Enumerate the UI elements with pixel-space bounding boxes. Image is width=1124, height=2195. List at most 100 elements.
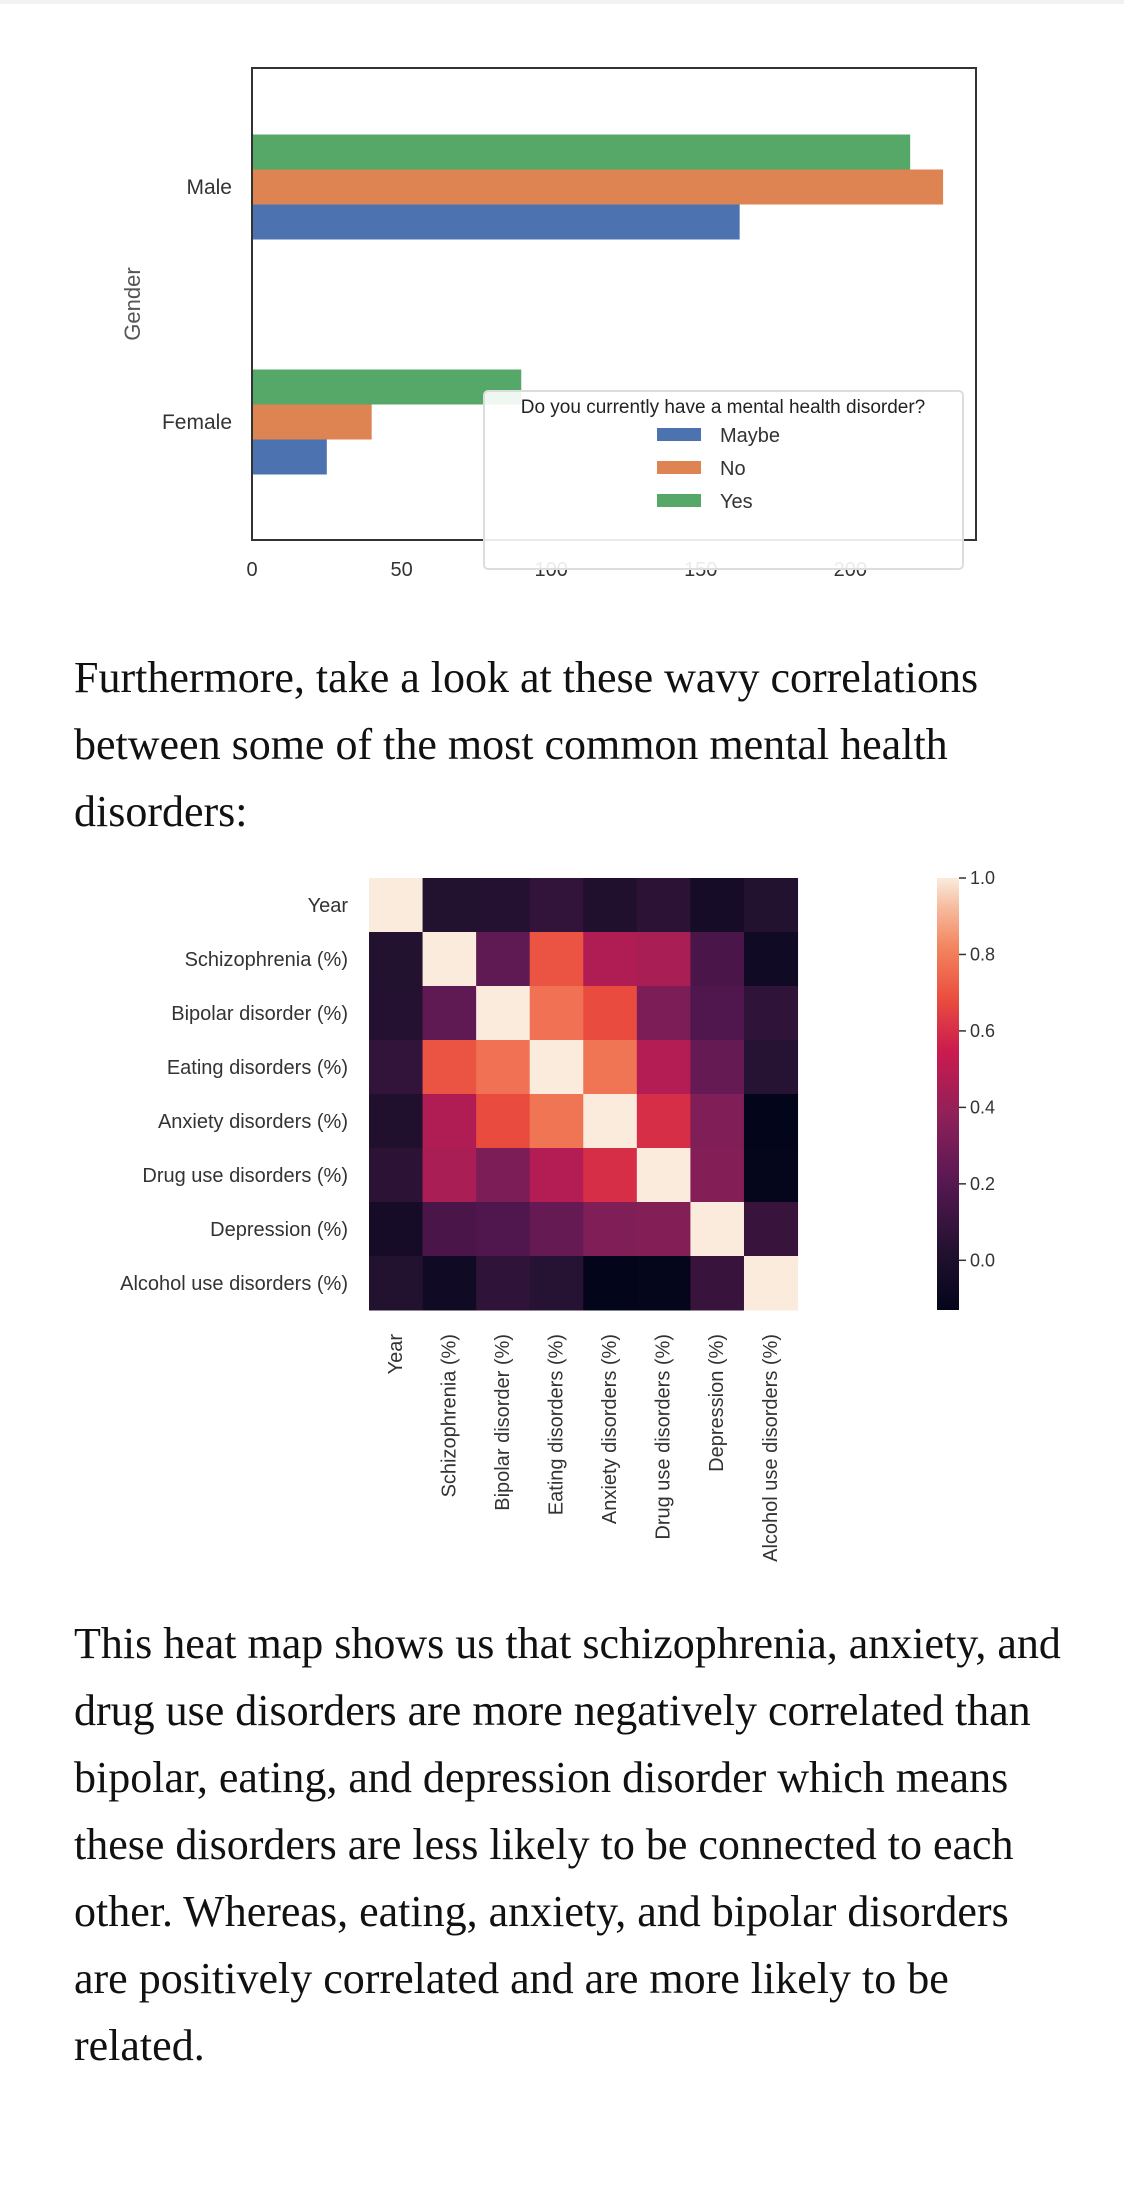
heatmap-cell [583,1094,638,1149]
heatmap-cell [743,1094,799,1149]
paragraph-intro: Furthermore, take a look at these wavy c… [74,653,979,836]
heatmap-cell [690,1202,745,1257]
heatmap-cell [369,1148,424,1203]
top-border [0,0,1124,4]
heatmap-cell [369,986,424,1041]
heatmap-cell [476,878,531,933]
bar-female-maybe [252,439,327,475]
row-label: Eating disorders (%) [167,1057,348,1079]
heatmap-cell [636,1148,691,1203]
column-label: Anxiety disorders (%) [599,1334,621,1524]
heatmap-cell [690,1094,745,1149]
heatmap-cell [583,1256,638,1311]
heatmap-cell [743,1202,799,1257]
heatmap-cell [743,1040,799,1095]
heatmap-cell [636,932,691,987]
legend-swatch-maybe [657,428,701,441]
heatmap-cell [743,1148,799,1203]
heatmap-cell [476,1148,531,1203]
gender-bar-chart: MaleFemale050100150200GenderDo you curre… [120,67,977,581]
heatmap-cell [422,986,477,1041]
column-label: Schizophrenia (%) [438,1334,460,1497]
heatmap-cell [369,1094,424,1149]
column-label: Year [385,1334,407,1375]
heatmap-cell [636,1202,691,1257]
heatmap-cell [690,1148,745,1203]
row-label: Drug use disorders (%) [142,1165,348,1187]
colorbar-tick-label: 0.0 [970,1250,995,1270]
heatmap-cell [690,986,745,1041]
heatmap-cell [690,932,745,987]
heatmap-cell [529,878,584,933]
heatmap-cell [583,878,638,933]
x-tick-label: 0 [246,559,257,581]
colorbar-tick-label: 0.6 [970,1021,995,1041]
heatmap-cell [369,1202,424,1257]
heatmap-cell [422,1202,477,1257]
heatmap-cell [583,986,638,1041]
colorbar-tick-label: 0.2 [970,1174,995,1194]
row-label: Depression (%) [210,1219,348,1241]
legend-label-maybe: Maybe [720,425,780,447]
heatmap-cell [529,1148,584,1203]
paragraph-explanation: This heat map shows us that schizophreni… [74,1619,1061,2070]
heatmap-cell [529,1256,584,1311]
legend-swatch-no [657,461,701,474]
bar-male-maybe [252,204,740,240]
row-label: Bipolar disorder (%) [171,1003,348,1025]
heatmap-cell [476,986,531,1041]
heatmap-cell [476,1202,531,1257]
colorbar-tick-label: 1.0 [970,868,995,888]
heatmap-cell [636,1094,691,1149]
y-tick-label-female: Female [162,411,232,434]
heatmap-cell [476,932,531,987]
legend-label-no: No [720,458,746,480]
bar-male-no [252,169,944,205]
column-label: Eating disorders (%) [545,1334,567,1515]
row-label: Anxiety disorders (%) [158,1111,348,1133]
heatmap-cell [369,878,424,933]
heatmap-cell [743,932,799,987]
y-tick-label-male: Male [186,176,232,199]
heatmap-cell [743,986,799,1041]
heatmap-cell [369,932,424,987]
colorbar-tick-label: 0.4 [970,1097,995,1117]
heatmap-cell [369,1256,424,1311]
colorbar-tick-label: 0.8 [970,944,995,964]
column-label: Bipolar disorder (%) [492,1334,514,1511]
heatmap-cell [583,1148,638,1203]
heatmap-cell [583,1040,638,1095]
heatmap-cell [369,1040,424,1095]
heatmap-cell [476,1094,531,1149]
row-label: Year [308,895,349,917]
x-tick-label: 50 [390,559,412,581]
heatmap-cell [476,1256,531,1311]
correlation-heatmap: Year Schizophrenia (%) Bipolar disorder (%… [120,868,995,1562]
heatmap-cell [422,932,477,987]
heatmap-cell [529,1202,584,1257]
heatmap-cell [422,1148,477,1203]
heatmap-cell [529,1040,584,1095]
heatmap-cell [583,1202,638,1257]
heatmap-cell [743,878,799,933]
row-label: Alcohol use disorders (%) [120,1273,348,1295]
heatmap-cell [743,1256,799,1311]
legend-swatch-yes [657,494,701,507]
heatmap-cell [529,932,584,987]
heatmap-cell [422,1040,477,1095]
heatmap-cell [636,1040,691,1095]
legend-box [483,390,964,570]
heatmap-cell [529,986,584,1041]
heatmap-cell [422,878,477,933]
legend-title: Do you currently have a mental health di… [521,397,926,418]
bar-male-yes [252,134,911,170]
heatmap-cell [690,1256,745,1311]
colorbar [937,878,959,1310]
column-label: Depression (%) [706,1334,728,1472]
heatmap-cell [690,1040,745,1095]
legend: Do you currently have a mental health di… [483,390,964,570]
legend-label-yes: Yes [720,491,753,513]
heatmap-cell [422,1094,477,1149]
heatmap-cell [583,932,638,987]
column-label: Drug use disorders (%) [653,1334,675,1540]
